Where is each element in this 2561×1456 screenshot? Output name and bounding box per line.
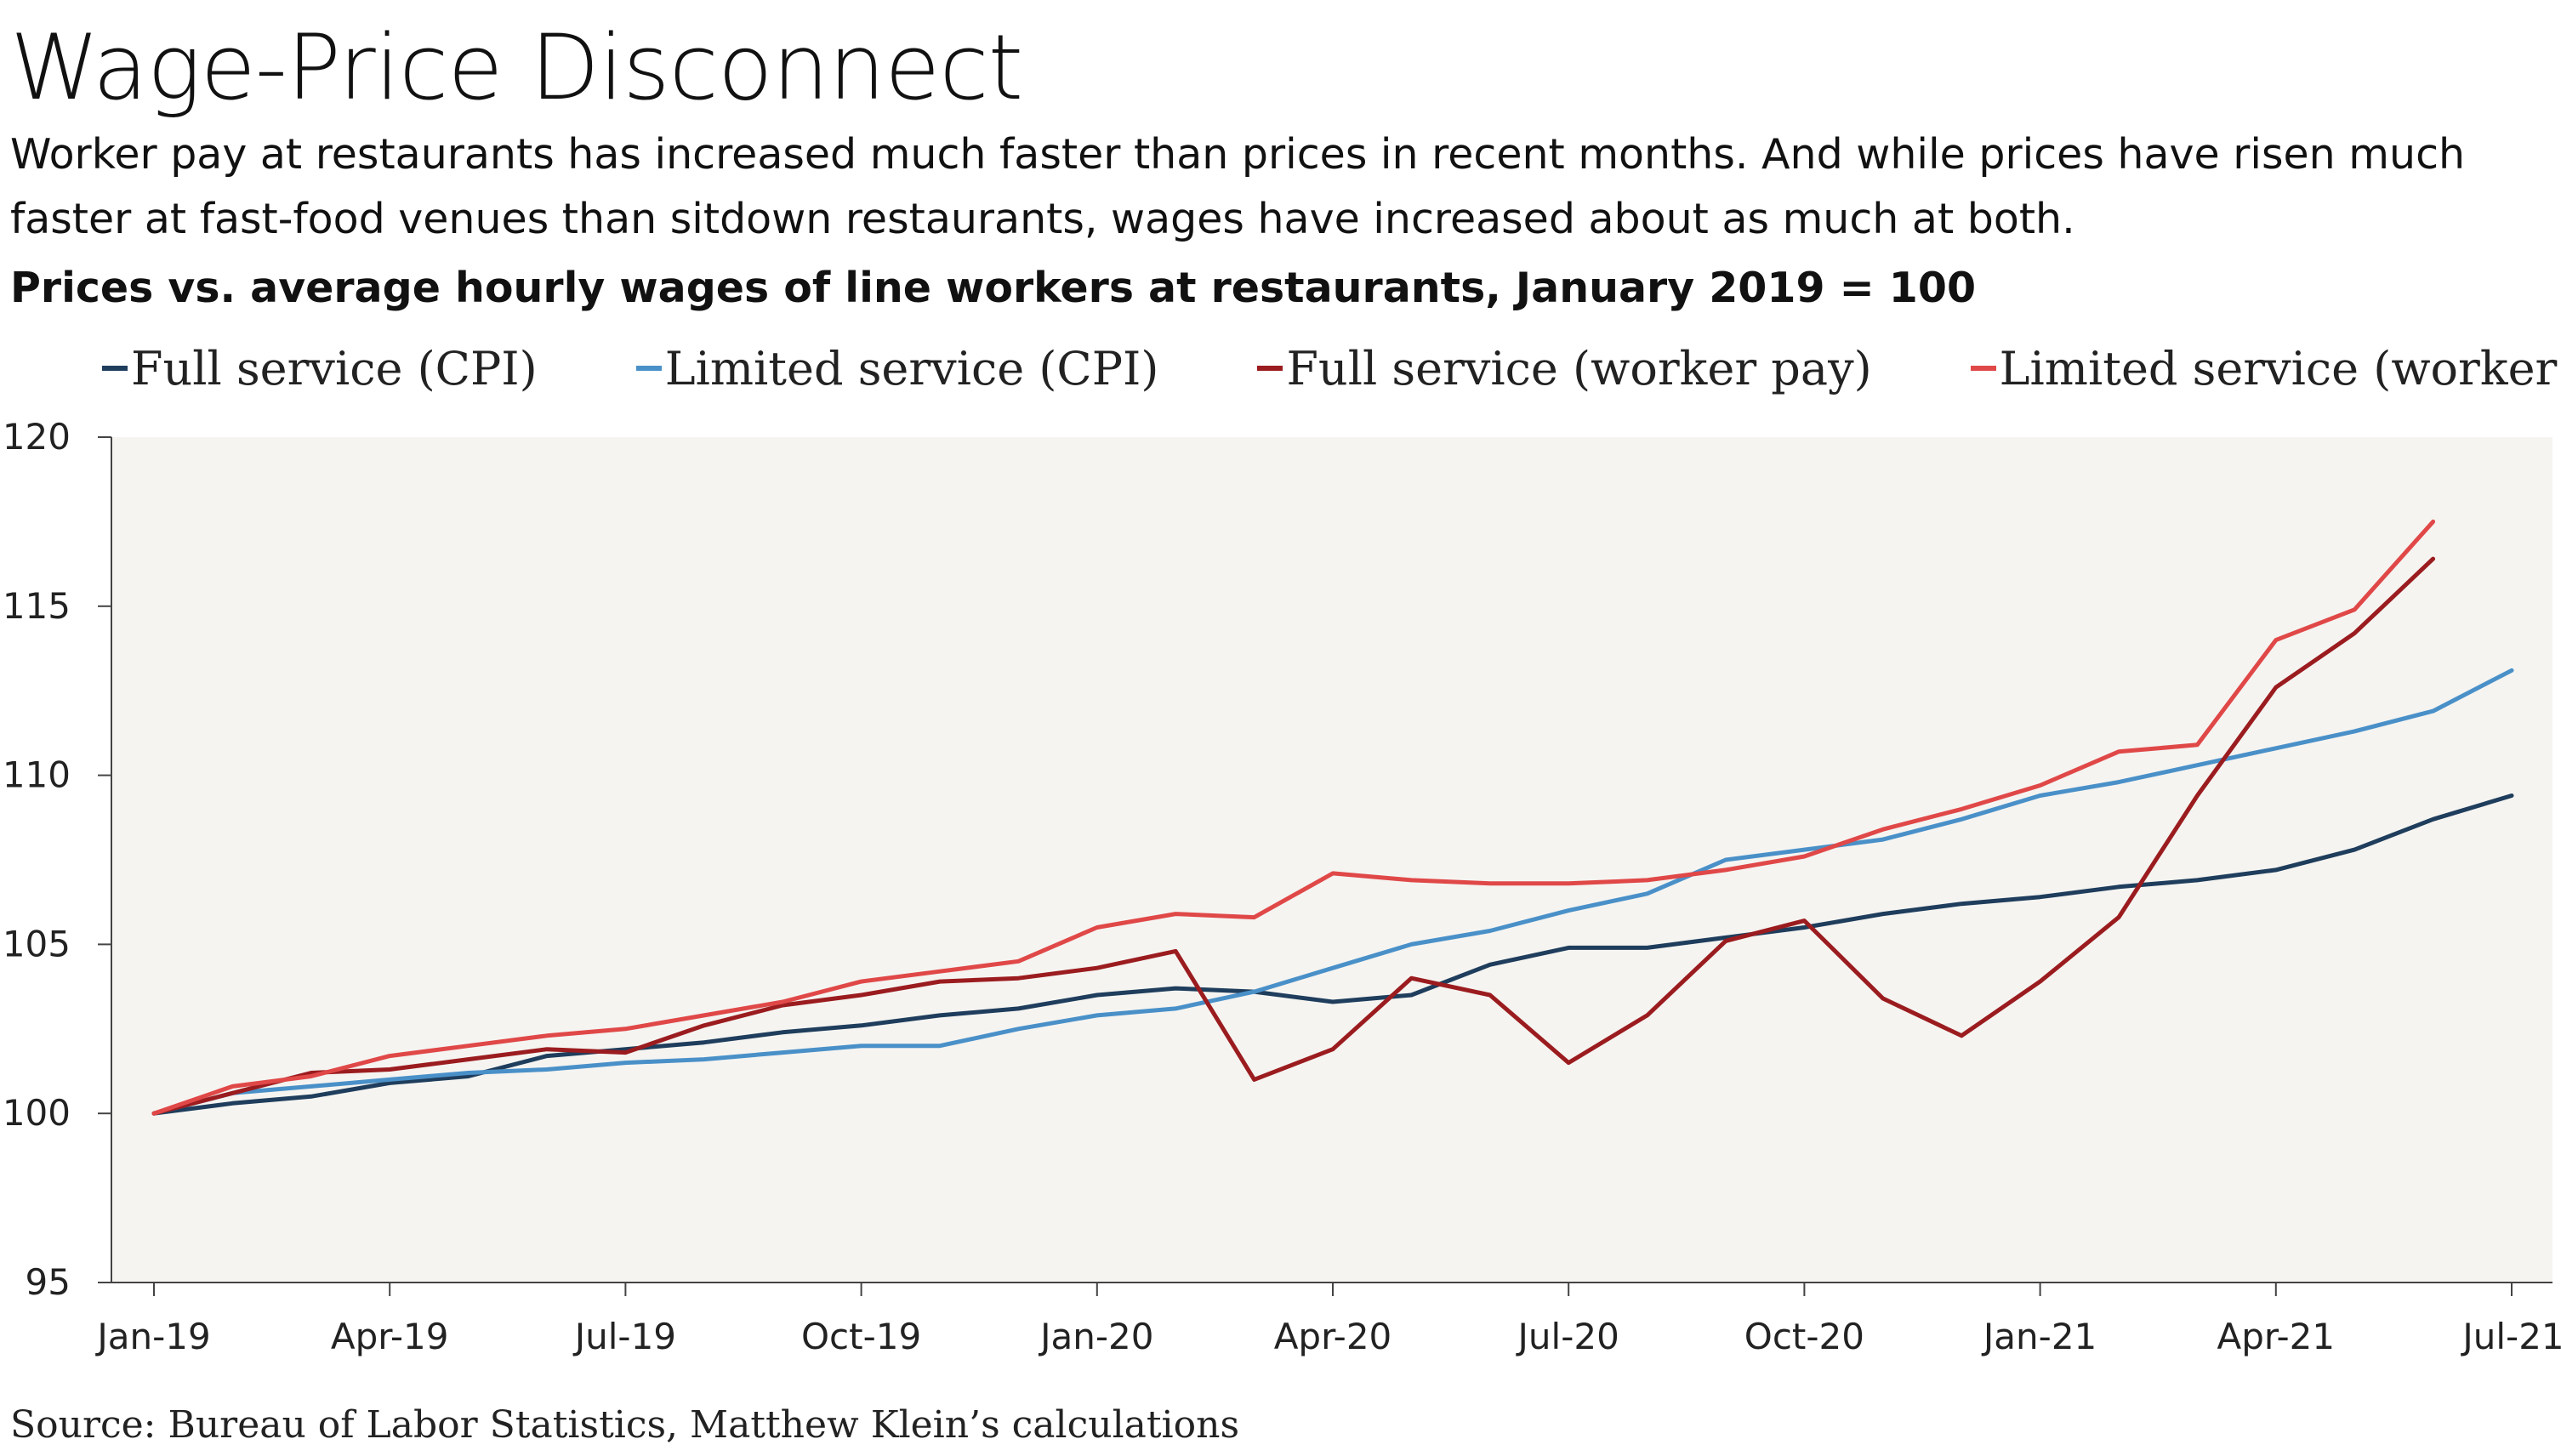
legend-swatch-full-cpi xyxy=(102,366,128,371)
y-tick-label: 95 xyxy=(26,1261,71,1303)
chart-series xyxy=(151,519,2514,1116)
x-tick-label: Oct-19 xyxy=(801,1316,921,1357)
legend-swatch-full-pay xyxy=(1257,366,1283,371)
y-tick-label: 120 xyxy=(3,416,71,458)
legend-label-full-pay: Full service (worker pay) xyxy=(1286,341,1872,395)
legend-swatch-limited-cpi xyxy=(635,366,662,371)
series-line-4 xyxy=(151,519,2436,1116)
legend-label-full-cpi: Full service (CPI) xyxy=(131,341,538,395)
chart-legend: Full service (CPI) Limited service (CPI)… xyxy=(102,334,2561,402)
legend-label-limited-pay: Limited service (worker pay) xyxy=(1999,341,2561,395)
series-line-1 xyxy=(151,793,2514,1116)
legend-item-limited-cpi: Limited service (CPI) xyxy=(635,341,1159,395)
x-tick-label: Jan-21 xyxy=(1981,1316,2097,1357)
chart-title: Prices vs. average hourly wages of line … xyxy=(10,264,1977,312)
x-tick-label: Apr-21 xyxy=(2217,1316,2336,1357)
page-subtitle: Worker pay at restaurants has increased … xyxy=(10,130,2466,243)
series-line-3 xyxy=(151,556,2436,1116)
x-tick-label: Apr-20 xyxy=(1274,1316,1392,1357)
x-tick-label: Jan-19 xyxy=(94,1316,210,1357)
y-tick-label: 110 xyxy=(3,754,71,796)
legend-item-limited-pay: Limited service (worker pay) xyxy=(1970,341,2561,395)
legend-label-limited-cpi: Limited service (CPI) xyxy=(664,341,1159,395)
y-tick-label: 115 xyxy=(3,585,71,627)
legend-swatch-limited-pay xyxy=(1970,366,1996,371)
source-note: Source: Bureau of Labor Statistics, Matt… xyxy=(10,1403,1240,1447)
plot-area xyxy=(111,437,2552,1283)
x-tick-label: Jul-19 xyxy=(572,1316,676,1357)
series-line-2 xyxy=(151,668,2514,1116)
legend-item-full-cpi: Full service (CPI) xyxy=(102,342,538,395)
y-tick-label: 100 xyxy=(3,1092,71,1134)
y-tick-label: 105 xyxy=(3,923,71,964)
x-tick-label: Jul-21 xyxy=(2460,1316,2561,1357)
x-tick-label: Oct-20 xyxy=(1744,1316,1864,1357)
legend-item-full-pay: Full service (worker pay) xyxy=(1257,341,1872,395)
page-title: Wage-Price Disconnect xyxy=(10,15,1023,120)
x-tick-label: Jul-20 xyxy=(1516,1316,1619,1357)
x-tick-label: Apr-19 xyxy=(331,1316,449,1357)
chart-axes: 95 100 105 110 115 120 Jan-19 Apr-19 Jul-19 Oct-1… xyxy=(3,416,2561,1357)
x-tick-label: Jan-20 xyxy=(1038,1316,1153,1357)
